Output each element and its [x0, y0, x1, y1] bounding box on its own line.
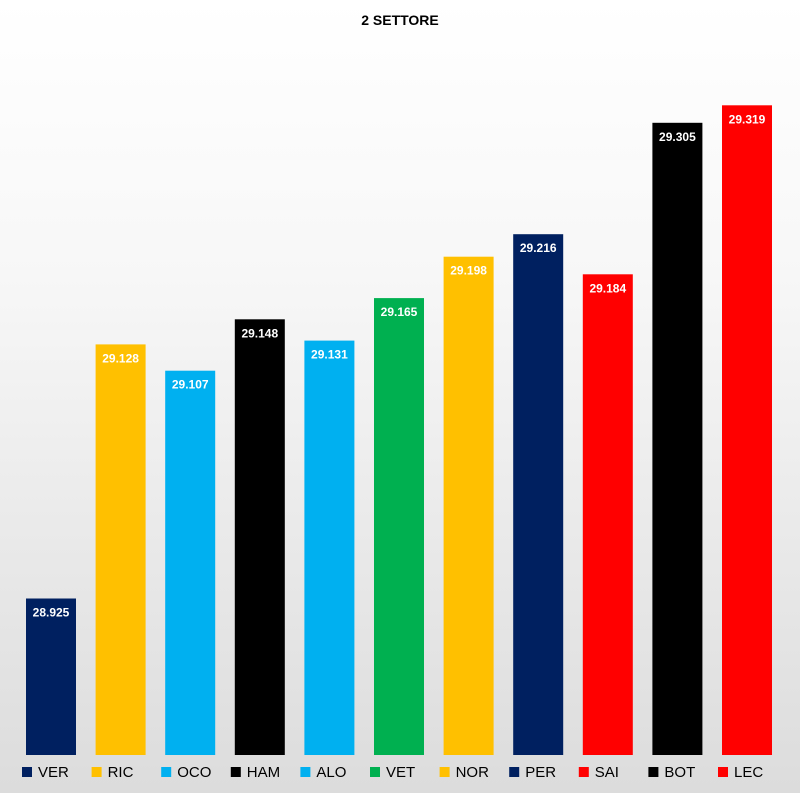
- bar-vet: [374, 298, 424, 755]
- bars-group: 28.925 29.128 29.107 29.148 29.131 29.165 29.1…: [26, 105, 772, 756]
- bar-alo: [304, 340, 355, 755]
- legend-swatch-vet: [370, 767, 380, 777]
- legend-swatch-ham: [230, 767, 241, 777]
- value-label-ric: 29.128: [102, 351, 139, 365]
- bar-bot: [652, 122, 703, 756]
- legend: VER RIC OCO HAM ALO VET NOR PER SAI BOT LEC: [22, 764, 763, 781]
- value-label-per: 29.216: [520, 241, 557, 255]
- legend-swatch-bot: [648, 767, 659, 777]
- value-label-bot: 29.305: [659, 130, 696, 144]
- legend-label-vet: VET: [386, 764, 415, 781]
- value-label-vet: 29.165: [381, 305, 418, 319]
- value-label-oco: 29.107: [172, 378, 209, 392]
- legend-label-ham: HAM: [247, 764, 280, 781]
- legend-swatch-alo: [300, 767, 311, 777]
- legend-swatch-sai: [578, 767, 589, 777]
- value-label-ham: 29.148: [241, 326, 278, 340]
- chart-title: 2 SETTORE: [361, 12, 439, 28]
- legend-swatch-ric: [91, 767, 102, 777]
- bar-ver: [26, 598, 76, 755]
- legend-label-sai: SAI: [595, 764, 619, 781]
- bar-sai: [582, 274, 633, 755]
- bar-lec: [722, 105, 772, 756]
- legend-label-alo: ALO: [316, 764, 346, 781]
- legend-swatch-per: [509, 767, 520, 777]
- bar-nor: [443, 256, 494, 755]
- bar-ric: [95, 344, 146, 755]
- legend-swatch-ver: [22, 767, 32, 777]
- value-label-ver: 28.925: [33, 606, 70, 620]
- legend-label-ric: RIC: [108, 764, 134, 781]
- bar-ham: [234, 319, 285, 755]
- legend-label-bot: BOT: [664, 764, 695, 781]
- legend-label-nor: NOR: [456, 764, 490, 781]
- legend-label-lec: LEC: [734, 764, 763, 781]
- value-label-alo: 29.131: [311, 348, 348, 362]
- legend-label-oco: OCO: [177, 764, 211, 781]
- bar-oco: [165, 370, 216, 755]
- legend-swatch-lec: [718, 767, 728, 777]
- value-label-sai: 29.184: [589, 281, 626, 295]
- value-label-nor: 29.198: [450, 264, 487, 278]
- legend-label-per: PER: [525, 764, 556, 781]
- value-label-lec: 29.319: [729, 112, 766, 126]
- bar-per: [513, 234, 564, 755]
- legend-swatch-nor: [439, 767, 450, 777]
- legend-label-ver: VER: [38, 764, 69, 781]
- legend-swatch-oco: [161, 767, 172, 777]
